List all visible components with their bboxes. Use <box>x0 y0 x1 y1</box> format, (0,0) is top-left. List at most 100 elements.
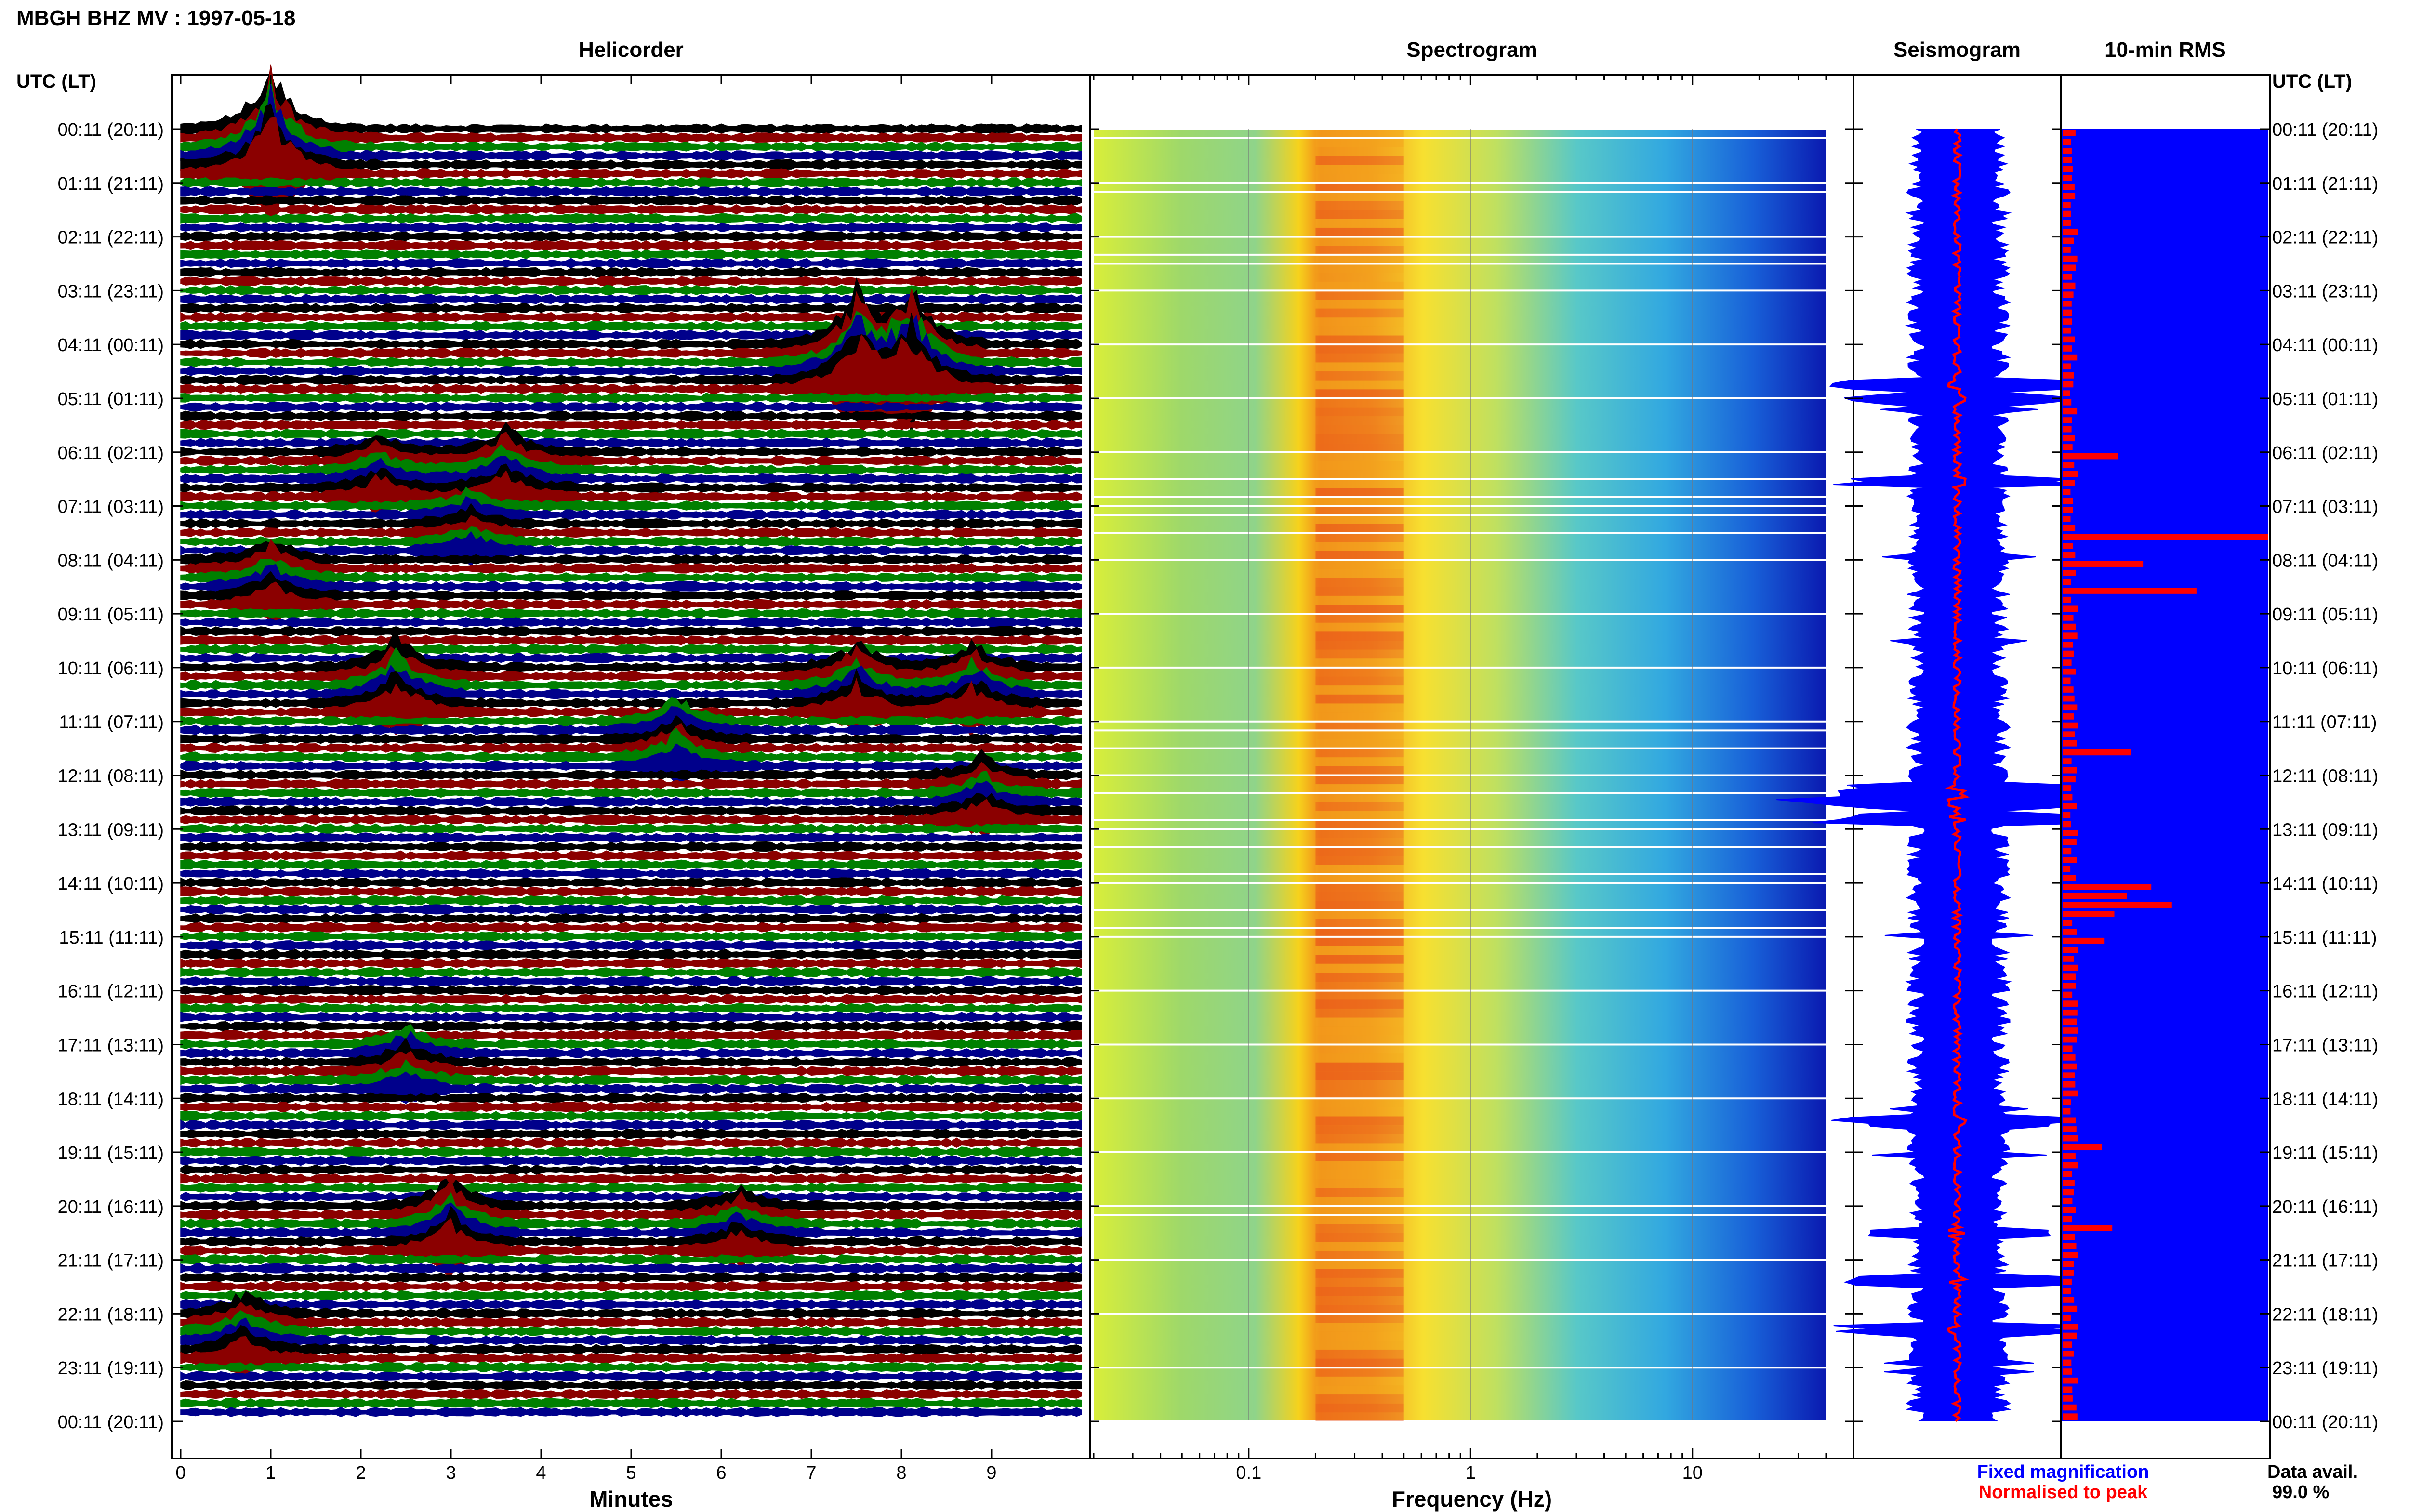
spectrogram-band <box>1315 578 1404 587</box>
helicorder-trace <box>180 204 1082 215</box>
rms-bar <box>2063 1305 2078 1312</box>
rms-bar <box>2063 1054 2076 1061</box>
spectrogram-band <box>1315 847 1404 856</box>
spectrogram-title: Spectrogram <box>1406 38 1537 62</box>
rms-bar <box>2063 1171 2072 1177</box>
time-label-right: 04:11 (00:11) <box>2272 335 2378 355</box>
rms-bar <box>2063 991 2073 998</box>
helicorder-trace <box>180 994 1082 1004</box>
spectrogram-band <box>1315 165 1404 174</box>
time-label-right: 21:11 (17:11) <box>2272 1251 2378 1271</box>
spectrogram-band <box>1315 479 1404 488</box>
helicorder-trace <box>180 626 1082 637</box>
rms-bar <box>2063 615 2074 621</box>
helicorder-trace <box>180 231 1082 242</box>
helicorder-trace <box>180 904 1082 915</box>
spectrogram-x-ticklabels: 0.1 1 10 <box>1236 1463 1702 1483</box>
rms-bar <box>2063 579 2071 585</box>
rms-bar <box>2063 309 2072 316</box>
rms-bar <box>2063 1278 2072 1285</box>
helicorder-x-ticklabel: 0 <box>175 1463 185 1483</box>
spectrogram-band <box>1315 353 1404 363</box>
rms-bar <box>2063 1063 2077 1070</box>
spectrogram-band <box>1315 1331 1404 1341</box>
time-label-right: 15:11 (11:11) <box>2272 928 2377 948</box>
helicorder-trace <box>180 222 1082 233</box>
spectrogram-band <box>1315 398 1404 408</box>
spectrogram-band <box>1315 990 1404 1000</box>
spectrogram-band <box>1315 1107 1404 1117</box>
spectrogram-band <box>1315 1385 1404 1395</box>
rms-bar <box>2063 1243 2077 1249</box>
rms-bar <box>2063 1207 2076 1213</box>
helicorder-trace <box>180 868 1082 879</box>
helicorder-trace <box>180 1182 1082 1193</box>
data-availability-value: 99.0 % <box>2272 1482 2329 1502</box>
helicorder-x-label: Minutes <box>589 1486 673 1512</box>
helicorder-trace <box>180 410 1082 421</box>
spectrogram-band <box>1315 533 1404 542</box>
spectrogram-band <box>1315 1403 1404 1413</box>
rms-bar <box>2063 686 2074 693</box>
spectrogram-band <box>1315 1323 1404 1332</box>
helicorder-traces <box>180 64 1082 1418</box>
rms-bar <box>2063 803 2077 810</box>
spectrogram-band <box>1315 874 1404 883</box>
seismogram-fixed-trace <box>1776 129 2147 1421</box>
time-label-right: 00:11 (20:11) <box>2272 1412 2378 1433</box>
helicorder-x-ticklabel: 9 <box>986 1463 996 1483</box>
helicorder-trace <box>180 186 1082 197</box>
time-label-left: 03:11 (23:11) <box>58 281 164 302</box>
spectrogram-band <box>1315 811 1404 820</box>
rms-bar <box>2063 812 2071 818</box>
spectrogram-band <box>1315 1116 1404 1126</box>
helicorder-trace <box>180 1263 1082 1274</box>
spectrogram-band <box>1315 129 1404 138</box>
spectrogram-band <box>1315 703 1404 713</box>
rms-bar <box>2063 857 2077 863</box>
spectrogram-band <box>1315 973 1404 982</box>
spectrogram-band <box>1315 892 1404 901</box>
time-label-right: 13:11 (09:11) <box>2272 820 2378 840</box>
rms-bars <box>2063 130 2268 1420</box>
rms-bar <box>2063 983 2076 989</box>
rms-bar <box>2063 426 2072 433</box>
spectrogram-band <box>1315 308 1404 318</box>
helicorder-trace <box>180 539 1082 593</box>
helicorder-trace <box>180 850 1082 861</box>
spectrogram-band <box>1315 1161 1404 1170</box>
rms-bar <box>2063 731 2075 737</box>
spectrogram-band <box>1315 452 1404 461</box>
helicorder-x-ticklabel: 3 <box>446 1463 456 1483</box>
spectrogram-band <box>1315 1197 1404 1206</box>
spectrogram-band <box>1315 192 1404 201</box>
helicorder-trace <box>180 728 1082 781</box>
rms-bar <box>2063 1117 2076 1124</box>
rms-bar <box>2063 956 2074 962</box>
spectrogram-band <box>1315 362 1404 372</box>
rms-bar <box>2063 157 2072 163</box>
spectrogram-band <box>1315 219 1404 228</box>
time-label-left: 11:11 (07:11) <box>59 712 164 733</box>
helicorder-trace <box>180 635 1082 645</box>
rms-bar <box>2063 964 2078 971</box>
spectrogram-band <box>1315 730 1404 739</box>
spectrogram-band <box>1315 595 1404 605</box>
helicorder-trace <box>180 558 1082 593</box>
rms-bar <box>2063 399 2072 406</box>
time-label-left: 19:11 (15:11) <box>58 1143 164 1163</box>
rms-bar <box>2063 507 2073 513</box>
helicorder-trace <box>180 1029 1082 1040</box>
rms-title: 10-min RMS <box>2105 38 2226 62</box>
helicorder-trace <box>180 393 1082 403</box>
helicorder-x-ticklabel: 7 <box>806 1463 816 1483</box>
spectrogram-band <box>1315 667 1404 677</box>
helicorder-trace <box>180 793 1082 826</box>
data-availability-label: Data avail. <box>2267 1462 2358 1482</box>
spectrogram-band <box>1315 1143 1404 1153</box>
spectrogram-band <box>1315 515 1404 524</box>
spectrogram-band <box>1315 1044 1404 1054</box>
spectrogram-band <box>1315 227 1404 237</box>
spectrogram-panel <box>1089 74 1854 1459</box>
